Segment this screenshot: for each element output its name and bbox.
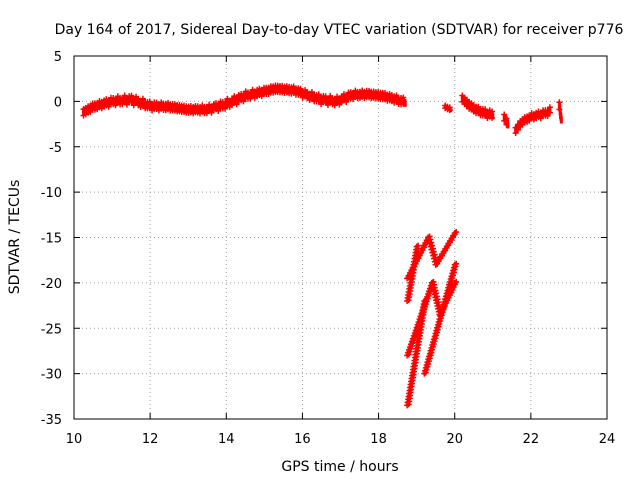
axis-ticks: 10 12 14 16 18 20 22 24 5 0 -5 -10 -15 -20 -25 -30 -35 <box>41 50 616 447</box>
x-tick-label: 10 <box>66 432 83 447</box>
x-axis-label: GPS time / hours <box>281 459 398 475</box>
y-tick-label: 0 <box>54 95 62 110</box>
chart-title: Day 164 of 2017, Sidereal Day-to-day VTE… <box>55 22 624 38</box>
data-point-marker <box>415 242 422 249</box>
x-tick-label: 18 <box>370 432 387 447</box>
y-tick-label: 5 <box>54 50 62 65</box>
data-point-marker <box>453 260 460 267</box>
data-series <box>80 82 563 409</box>
x-tick-label: 16 <box>294 432 311 447</box>
data-point-marker <box>546 109 553 116</box>
data-point-marker <box>453 278 460 285</box>
data-point-marker <box>422 297 429 304</box>
x-tick-label: 14 <box>218 432 235 447</box>
y-tick-label: -20 <box>41 277 62 292</box>
y-tick-label: -5 <box>49 141 62 156</box>
x-tick-label: 12 <box>142 432 159 447</box>
y-tick-label: -35 <box>41 413 62 428</box>
y-tick-label: -30 <box>41 368 62 383</box>
data-point-marker <box>546 104 553 111</box>
data-point-marker <box>453 228 460 235</box>
y-axis-label: SDTVAR / TECUs <box>7 180 23 295</box>
x-tick-label: 24 <box>599 432 616 447</box>
y-tick-label: -10 <box>41 186 62 201</box>
x-tick-label: 22 <box>523 432 540 447</box>
series-sdtvar <box>80 82 563 409</box>
y-tick-label: -25 <box>41 322 62 337</box>
y-tick-label: -15 <box>41 232 62 247</box>
x-tick-label: 20 <box>446 432 463 447</box>
